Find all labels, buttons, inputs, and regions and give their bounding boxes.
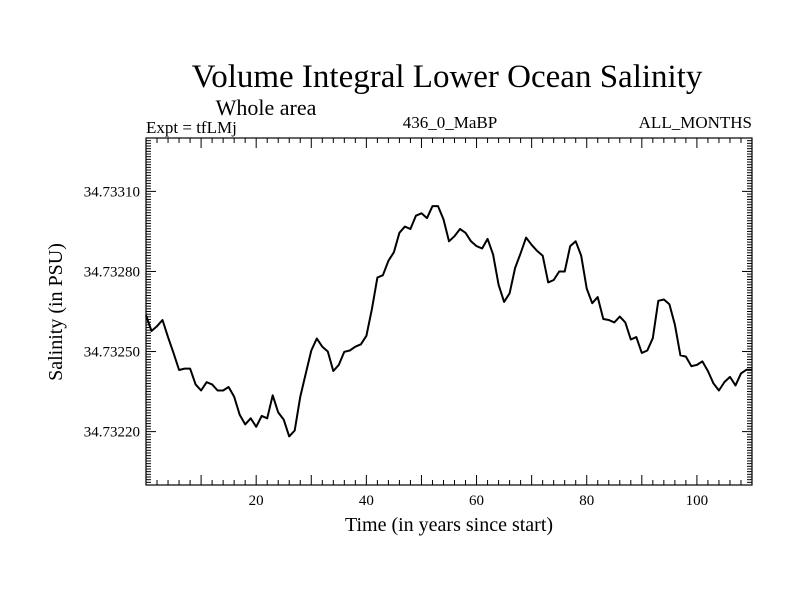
run-label: 436_0_MaBP bbox=[403, 113, 497, 132]
y-tick-label: 34.73250 bbox=[84, 345, 140, 361]
x-tick-label: 60 bbox=[469, 493, 484, 509]
x-tick-label: 100 bbox=[686, 493, 709, 509]
chart-subtitle: Whole area bbox=[216, 95, 317, 120]
x-tick-label: 80 bbox=[579, 493, 594, 509]
salinity-series-line bbox=[145, 205, 752, 438]
y-tick-label: 34.73280 bbox=[84, 264, 140, 280]
x-tick-label: 20 bbox=[249, 493, 264, 509]
x-tick-label: 40 bbox=[359, 493, 374, 509]
chart-title: Volume Integral Lower Ocean Salinity bbox=[192, 59, 703, 95]
y-tick-label: 34.73310 bbox=[84, 184, 140, 200]
y-tick-label: 34.73220 bbox=[84, 425, 140, 441]
months-label: ALL_MONTHS bbox=[639, 113, 752, 132]
tick-labels: 20 40 60 80 100 34.73220 34.73250 34.73280 34.73… bbox=[84, 184, 708, 509]
expt-label: Expt = tfLMj bbox=[146, 118, 237, 137]
plot-frame bbox=[145, 137, 753, 486]
x-axis-label: Time (in years since start) bbox=[345, 514, 553, 536]
axis-ticks bbox=[146, 138, 752, 485]
y-axis-label: Salinity (in PSU) bbox=[45, 243, 67, 381]
